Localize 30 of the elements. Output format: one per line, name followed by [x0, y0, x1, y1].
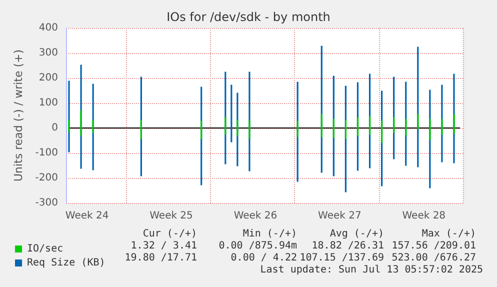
y-tick-label: 400 [38, 22, 58, 34]
text: Last update: Sun Jul 13 05:57:02 2025 [260, 264, 484, 276]
text: 18.82 /26.31 [312, 240, 384, 252]
text: 19.80 /17.71 [124, 252, 198, 264]
text: 0.00 / 4.22 [230, 252, 298, 264]
legend-label: IO/sec [27, 244, 64, 254]
chart-title: IOs for /dev/sdk - by month [166, 10, 330, 24]
x-tick-label: Week 24 [65, 210, 109, 222]
text: Avg (-/+) [330, 228, 384, 240]
y-tick-label: 100 [38, 98, 58, 108]
y-tick-label: -100 [35, 148, 58, 158]
x-tick-label: Week 25 [150, 210, 193, 222]
x-tick-label: Week 26 [234, 210, 278, 222]
y-tick-label: 0 [52, 122, 58, 134]
legend-label: Req Size (KB) [27, 258, 106, 268]
x-tick-label: Week 27 [318, 210, 362, 222]
y-tick-label: -200 [35, 172, 58, 184]
text: 157.56 /209.01 [392, 240, 476, 252]
y-tick-label: -300 [35, 198, 58, 208]
text: Min (-/+) [242, 228, 298, 240]
text: 1.32 / 3.41 [130, 240, 198, 252]
text: Cur (-/+) [142, 228, 198, 240]
y-tick-label: 200 [38, 72, 58, 84]
y-tick-label: 300 [38, 48, 58, 58]
text: 523.00 /676.27 [392, 252, 476, 264]
y-axis-title: Units read (-) / write (+) [12, 49, 25, 182]
text: 0.00 /875.94m [218, 240, 298, 252]
text: 107.15 /137.69 [300, 252, 384, 264]
text: Max (-/+) [422, 228, 476, 240]
x-tick-label: Week 28 [402, 210, 446, 222]
